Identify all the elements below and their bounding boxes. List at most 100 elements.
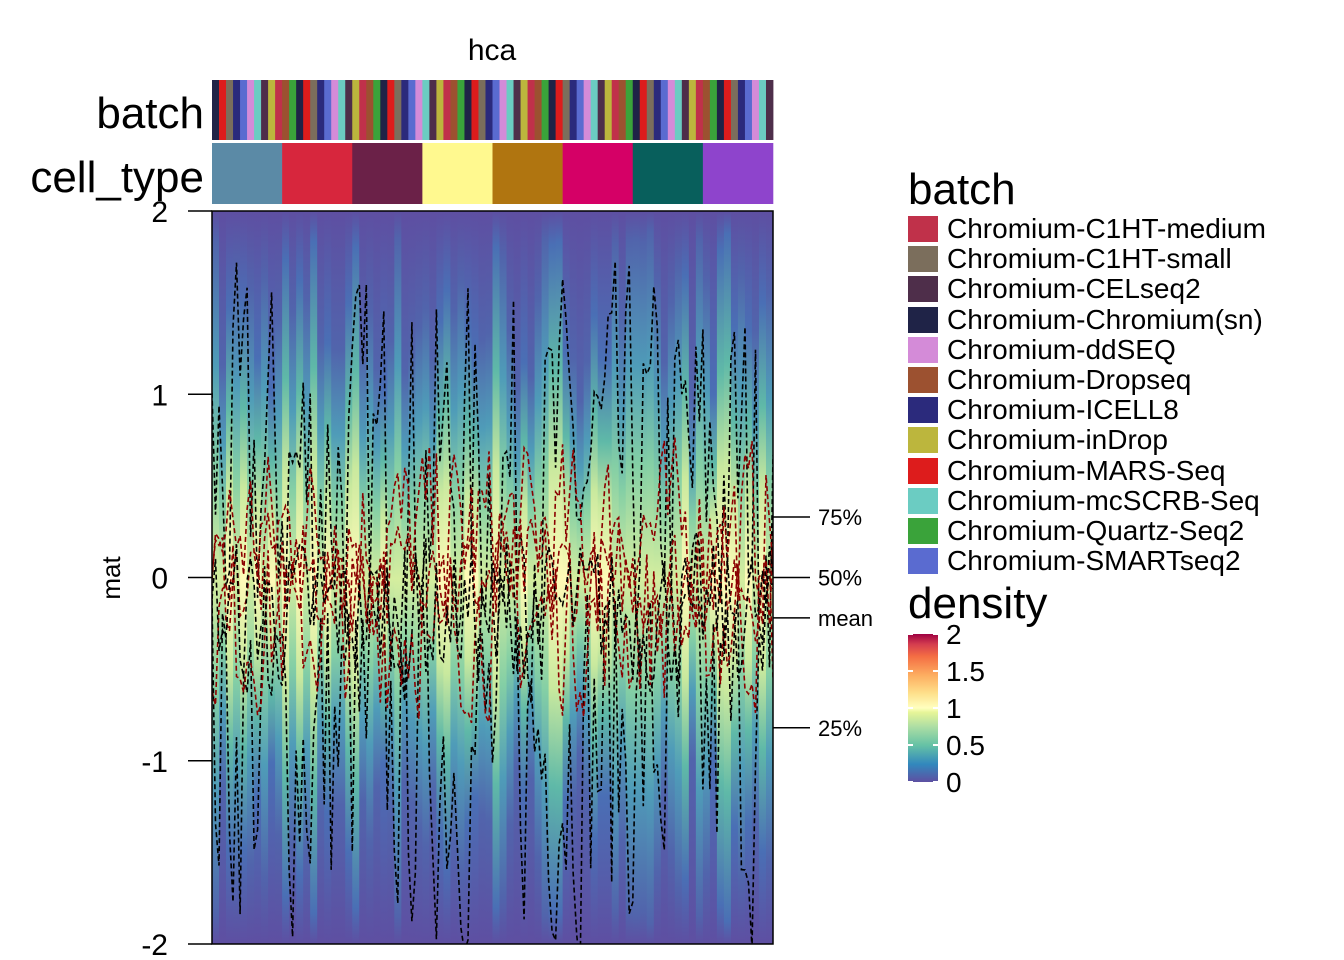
batch-cell [723, 80, 732, 140]
batch-cell [730, 80, 739, 140]
batch-cell [485, 80, 493, 140]
batch-cell [219, 80, 227, 140]
batch-cell [576, 80, 585, 140]
batch-cell [212, 80, 220, 140]
batch-legend-swatch [908, 487, 938, 514]
legend-panel: batch Chromium-C1HT-medium Chromium-C1HT-… [908, 168, 1338, 797]
quantile-marker-label: 75% [818, 505, 862, 530]
q25-line [212, 527, 773, 726]
cell-type-cell [702, 143, 774, 204]
heatmap-column [247, 211, 255, 944]
batch-legend-swatch [908, 457, 938, 484]
quantile-marker-label: mean [818, 606, 873, 631]
heatmap-column [688, 211, 697, 944]
batch-cell [527, 80, 535, 140]
heatmap-column [618, 211, 627, 944]
batch-cell [268, 80, 276, 140]
density-legend: density 2 1.5 1 0.5 0 [908, 579, 1338, 797]
batch-cell [373, 80, 381, 140]
batch-cell [513, 80, 521, 140]
batch-cell [436, 80, 444, 140]
heatmap-column [646, 211, 655, 944]
batch-cell [380, 80, 388, 140]
heatmap-column [499, 211, 508, 944]
batch-legend-swatch [908, 306, 938, 333]
heatmap-column [254, 211, 262, 944]
batch-cell [275, 80, 283, 140]
batch-cell [618, 80, 627, 140]
upper-quantile-line [212, 261, 773, 703]
batch-cell [338, 80, 346, 140]
heatmap-column [562, 211, 571, 944]
batch-legend-item: Chromium-CELseq2 [908, 274, 1338, 304]
batch-cell [653, 80, 662, 140]
median-line [212, 512, 773, 643]
batch-cell [548, 80, 557, 140]
batch-cell [709, 80, 718, 140]
batch-cell [331, 80, 339, 140]
heatmap-column [590, 211, 599, 944]
heatmap-column [226, 211, 234, 944]
batch-legend-label: Chromium-ddSEQ [947, 333, 1176, 365]
cell-type-cell [212, 143, 283, 204]
batch-cell [716, 80, 725, 140]
y-tick-label: 1 [151, 379, 168, 412]
cell-type-cell [422, 143, 493, 204]
heatmap-column [296, 211, 304, 944]
batch-cell [310, 80, 318, 140]
heatmap-column [261, 211, 269, 944]
batch-legend-item: Chromium-Chromium(sn) [908, 305, 1338, 335]
batch-legend-label: Chromium-Chromium(sn) [947, 303, 1263, 335]
batch-legend-item: Chromium-MARS-Seq [908, 456, 1338, 486]
heatmap-column [737, 211, 746, 944]
heatmap-column [352, 211, 360, 944]
batch-cell [737, 80, 746, 140]
batch-cell [443, 80, 451, 140]
batch-legend-label: Chromium-SMARTseq2 [947, 545, 1241, 577]
batch-cell [471, 80, 479, 140]
batch-cell [247, 80, 255, 140]
heatmap-column [723, 211, 732, 944]
batch-cell [226, 80, 234, 140]
batch-legend-swatch [908, 517, 938, 544]
batch-cell [324, 80, 332, 140]
batch-legend-item: Chromium-C1HT-medium [908, 214, 1338, 244]
batch-cell [254, 80, 262, 140]
batch-legend-label: Chromium-inDrop [947, 424, 1168, 456]
batch-cell [422, 80, 430, 140]
heatmap-column [471, 211, 479, 944]
heatmap-column [730, 211, 739, 944]
quantile-marker-label: 25% [818, 716, 862, 741]
batch-cell [569, 80, 578, 140]
batch-cell [387, 80, 395, 140]
cell-type-cell [632, 143, 704, 204]
batch-cell [394, 80, 402, 140]
batch-legend-swatch [908, 427, 938, 454]
batch-cell [632, 80, 641, 140]
batch-cell [317, 80, 325, 140]
heatmap-column [702, 211, 711, 944]
batch-legend-swatch [908, 216, 938, 243]
heatmap-column [709, 211, 718, 944]
batch-legend-swatch [908, 276, 938, 303]
density-legend-title: density [908, 579, 1048, 629]
batch-cell [492, 80, 500, 140]
cell-type-cell [282, 143, 353, 204]
batch-cell [450, 80, 458, 140]
batch-cell [415, 80, 423, 140]
batch-legend-label: Chromium-CELseq2 [947, 273, 1201, 305]
heatmap-column [485, 211, 493, 944]
heatmap-column [576, 211, 585, 944]
heatmap-column [555, 211, 564, 944]
batch-cell [352, 80, 360, 140]
batch-legend-item: Chromium-Dropseq [908, 365, 1338, 395]
heatmap-column [331, 211, 339, 944]
cell-type-cell [352, 143, 423, 204]
batch-cell [408, 80, 416, 140]
heatmap-column [569, 211, 578, 944]
y-tick-label: -2 [141, 929, 168, 960]
batch-legend-item: Chromium-ddSEQ [908, 335, 1338, 365]
y-axis-label: mat [96, 556, 126, 600]
y-tick-label: -1 [141, 746, 168, 779]
quantile-lines [212, 261, 773, 944]
